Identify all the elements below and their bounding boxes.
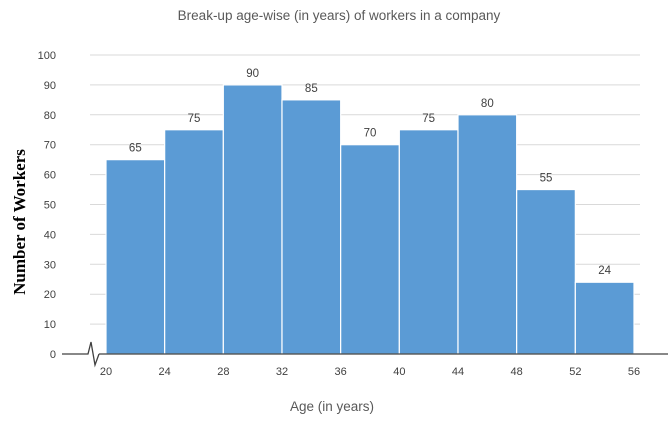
- data-label: 80: [481, 98, 494, 110]
- bars: [105, 84, 635, 355]
- bar-32-36: [281, 99, 342, 355]
- x-tick-label: 48: [511, 366, 523, 378]
- x-axis: [62, 341, 668, 368]
- bar-48-52: [516, 188, 576, 355]
- x-tick-label: 44: [452, 366, 464, 378]
- data-label: 75: [422, 113, 435, 125]
- y-tick-label: 60: [44, 170, 56, 182]
- y-tick-label: 70: [44, 140, 56, 152]
- data-label: 24: [598, 265, 611, 277]
- x-tick-labels: 20 24 28 32 36 40 44 48 52 56: [100, 366, 640, 378]
- y-tick-label: 50: [44, 200, 56, 212]
- bar-28-32: [222, 84, 283, 355]
- data-label: 55: [540, 173, 553, 185]
- y-tick-label: 20: [44, 289, 56, 301]
- y-tick-labels: 0 10 20 30 40 50 60 70 80 90 100: [38, 50, 56, 361]
- axis-break-mark: [62, 341, 100, 368]
- y-tick-label: 10: [44, 319, 56, 331]
- x-axis-label: Age (in years): [290, 399, 374, 414]
- bar-36-40: [340, 144, 400, 355]
- bar-20-24: [105, 159, 166, 355]
- chart-title: Break-up age-wise (in years) of workers …: [178, 8, 501, 23]
- x-tick-label: 56: [628, 366, 640, 378]
- y-tick-label: 80: [44, 110, 56, 122]
- y-tick-label: 100: [38, 50, 56, 62]
- bar-52-56: [574, 281, 635, 355]
- x-tick-label: 40: [393, 366, 405, 378]
- x-tick-label: 52: [569, 366, 581, 378]
- y-tick-label: 90: [44, 80, 56, 92]
- data-label: 70: [364, 128, 377, 140]
- x-tick-label: 24: [159, 366, 171, 378]
- x-tick-label: 36: [335, 366, 347, 378]
- bar-40-44: [398, 129, 459, 355]
- data-label: 65: [129, 143, 142, 155]
- bar-24-28: [164, 129, 224, 355]
- data-label: 75: [188, 113, 201, 125]
- bar-44-48: [457, 114, 518, 355]
- y-tick-label: 0: [50, 349, 56, 361]
- x-tick-label: 32: [276, 366, 288, 378]
- data-label: 90: [246, 68, 259, 80]
- y-tick-label: 40: [44, 229, 56, 241]
- y-tick-label: 30: [44, 259, 56, 271]
- x-tick-label: 28: [217, 366, 229, 378]
- data-label: 85: [305, 83, 318, 95]
- x-tick-label: 20: [100, 366, 112, 378]
- y-axis-label: Number of Workers: [10, 149, 29, 295]
- data-labels: 65 75 90 85 70 75 80 55 24: [129, 68, 612, 277]
